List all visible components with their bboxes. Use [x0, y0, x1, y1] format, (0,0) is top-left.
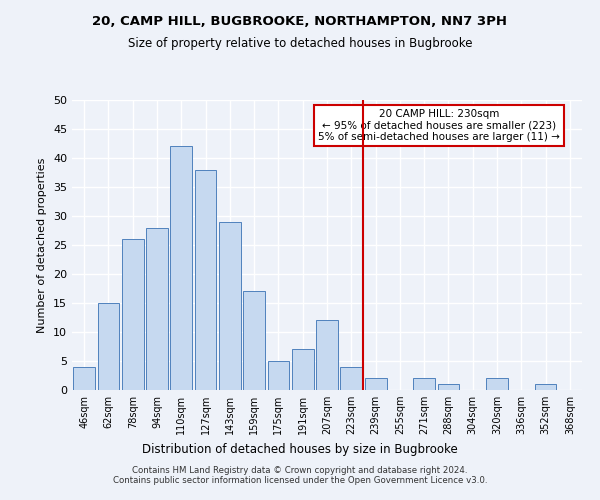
Bar: [292, 350, 314, 390]
Bar: [365, 378, 386, 390]
Text: Contains HM Land Registry data © Crown copyright and database right 2024.
Contai: Contains HM Land Registry data © Crown c…: [113, 466, 487, 485]
Bar: [268, 361, 289, 390]
Bar: [97, 303, 119, 390]
Bar: [122, 239, 143, 390]
Bar: [194, 170, 217, 390]
Text: Distribution of detached houses by size in Bugbrooke: Distribution of detached houses by size …: [142, 442, 458, 456]
Text: 20 CAMP HILL: 230sqm
← 95% of detached houses are smaller (223)
5% of semi-detac: 20 CAMP HILL: 230sqm ← 95% of detached h…: [318, 108, 560, 142]
Bar: [73, 367, 95, 390]
Bar: [486, 378, 508, 390]
Bar: [535, 384, 556, 390]
Bar: [316, 320, 338, 390]
Bar: [340, 367, 362, 390]
Bar: [413, 378, 435, 390]
Bar: [170, 146, 192, 390]
Bar: [219, 222, 241, 390]
Y-axis label: Number of detached properties: Number of detached properties: [37, 158, 47, 332]
Bar: [437, 384, 460, 390]
Text: 20, CAMP HILL, BUGBROOKE, NORTHAMPTON, NN7 3PH: 20, CAMP HILL, BUGBROOKE, NORTHAMPTON, N…: [92, 15, 508, 28]
Bar: [243, 292, 265, 390]
Text: Size of property relative to detached houses in Bugbrooke: Size of property relative to detached ho…: [128, 38, 472, 51]
Bar: [146, 228, 168, 390]
